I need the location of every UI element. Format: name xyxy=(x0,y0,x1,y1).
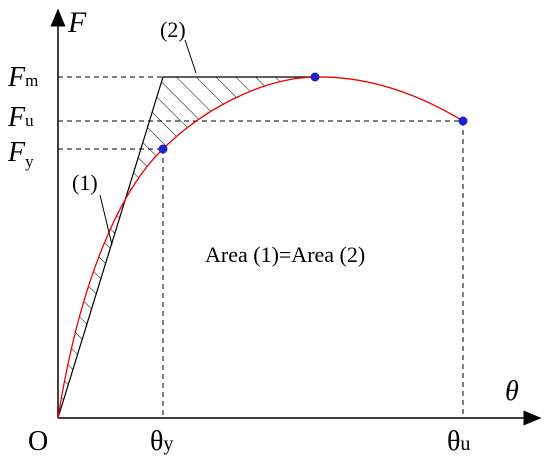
note: Area (1)=Area (2) xyxy=(205,242,365,267)
point xyxy=(458,116,468,126)
hatched-area xyxy=(58,77,315,418)
sub: u xyxy=(460,433,470,455)
guide-lines xyxy=(58,76,464,418)
symbol: F xyxy=(7,102,26,133)
symbol: F xyxy=(7,137,26,168)
sub: m xyxy=(25,71,38,90)
y-label: Fu xyxy=(7,102,34,133)
sub: y xyxy=(25,152,34,171)
leader xyxy=(184,39,197,74)
leader xyxy=(99,194,113,246)
sub: y xyxy=(163,433,173,455)
bilinear-line xyxy=(57,76,315,419)
symbol: θ xyxy=(150,426,163,457)
point xyxy=(310,72,320,82)
x-label: θu xyxy=(447,426,470,457)
x-axis-label: θ xyxy=(505,376,519,407)
y-axis-label: F xyxy=(67,6,87,39)
curve xyxy=(57,76,464,419)
x-label: θy xyxy=(150,426,173,457)
sub: u xyxy=(25,111,34,130)
symbol: θ xyxy=(447,426,460,457)
y-label: Fy xyxy=(7,137,34,171)
region-label: (2) xyxy=(160,17,186,42)
y-label: Fm xyxy=(7,62,38,93)
region-label: (1) xyxy=(72,170,98,195)
point xyxy=(158,144,168,154)
origin-label: O xyxy=(28,426,48,457)
symbol: F xyxy=(7,62,26,93)
